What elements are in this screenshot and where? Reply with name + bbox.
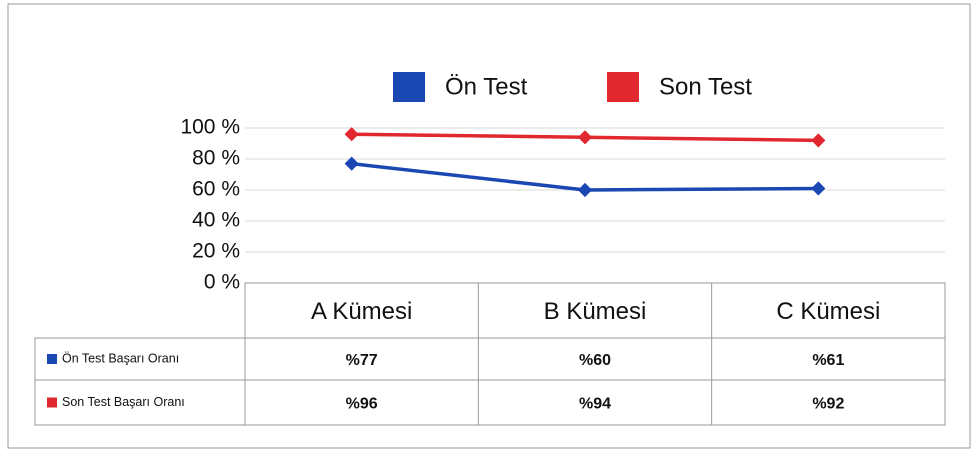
table-value: %60 [579, 352, 611, 369]
y-tick-label: 60 % [192, 178, 240, 201]
category-label: C Kümesi [776, 298, 880, 325]
table-value: %94 [579, 396, 611, 413]
point-marker [811, 133, 826, 148]
y-tick-label: 40 % [192, 209, 240, 232]
point-marker [344, 127, 359, 142]
category-label: B Kümesi [544, 298, 647, 325]
legend-label: Ön Test [445, 73, 528, 100]
point-marker [577, 182, 593, 198]
y-tick-label: 20 % [192, 240, 240, 263]
table-value: %61 [812, 352, 844, 369]
y-tick-label: 80 % [192, 147, 240, 170]
legend-swatch [393, 72, 425, 102]
table-value: %77 [346, 352, 378, 369]
category-label: A Kümesi [311, 298, 412, 325]
legend-swatch [607, 72, 639, 102]
point-marker [344, 156, 359, 171]
table-value: %92 [812, 396, 844, 413]
table-row-label: Son Test Başarı Oranı [62, 395, 185, 409]
table-row-label: Ön Test Başarı Oranı [62, 351, 179, 365]
table-swatch [47, 397, 57, 408]
table-swatch [47, 354, 57, 364]
point-marker [577, 130, 593, 145]
y-tick-label: 100 % [180, 116, 240, 139]
point-marker [811, 181, 826, 196]
frame [7, 3, 971, 449]
legend-label: Son Test [659, 73, 752, 100]
y-tick-label: 0 % [204, 271, 240, 294]
table-value: %96 [346, 396, 378, 413]
